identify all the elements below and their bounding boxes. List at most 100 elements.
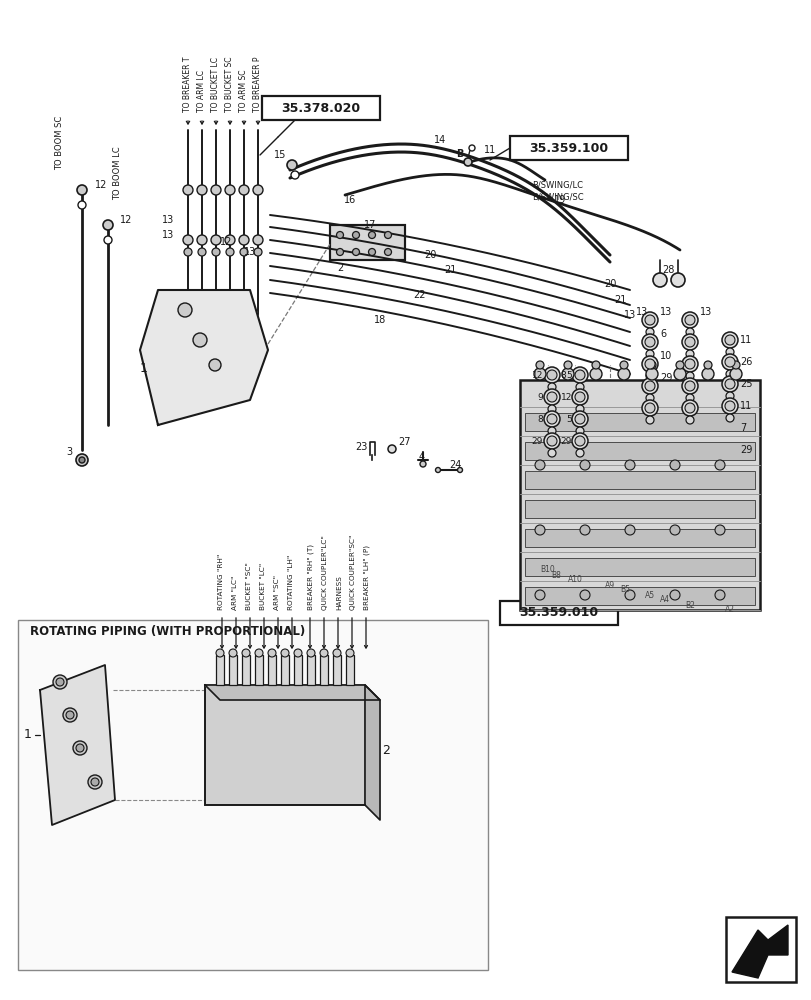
Text: 27: 27 <box>397 437 410 447</box>
Text: 13: 13 <box>635 307 647 317</box>
Circle shape <box>685 350 693 358</box>
Text: B8: B8 <box>551 570 560 580</box>
Circle shape <box>646 372 653 380</box>
Text: TO BOOM LC: TO BOOM LC <box>114 146 122 200</box>
Circle shape <box>714 525 724 535</box>
Circle shape <box>197 185 207 195</box>
Text: 22: 22 <box>414 290 426 300</box>
Text: TO ARM LC: TO ARM LC <box>197 70 206 112</box>
Text: 13: 13 <box>243 247 255 257</box>
Circle shape <box>534 525 544 535</box>
Circle shape <box>534 460 544 470</box>
Circle shape <box>547 392 556 402</box>
Bar <box>18 620 487 970</box>
Circle shape <box>543 389 560 405</box>
Circle shape <box>88 775 102 789</box>
Text: 14: 14 <box>433 135 445 145</box>
Text: ROTATING PIPING (WITH PROPORTIONAL): ROTATING PIPING (WITH PROPORTIONAL) <box>30 626 305 638</box>
Bar <box>333 655 341 685</box>
Bar <box>525 442 754 460</box>
Circle shape <box>435 468 440 473</box>
Circle shape <box>534 368 545 380</box>
Bar <box>525 587 754 605</box>
Circle shape <box>182 235 193 245</box>
Circle shape <box>66 711 74 719</box>
Bar <box>525 558 754 576</box>
Circle shape <box>684 381 694 391</box>
Text: 2: 2 <box>337 263 343 273</box>
Circle shape <box>561 368 573 380</box>
Text: 21: 21 <box>444 265 456 275</box>
Text: 1: 1 <box>140 361 148 374</box>
Polygon shape <box>365 685 380 820</box>
Circle shape <box>571 367 587 383</box>
Text: TO BREAKER T: TO BREAKER T <box>183 57 192 112</box>
Circle shape <box>253 235 263 245</box>
Circle shape <box>547 414 556 424</box>
Bar <box>268 655 276 685</box>
Circle shape <box>574 392 584 402</box>
Circle shape <box>56 678 64 686</box>
Text: 7: 7 <box>739 423 745 433</box>
Circle shape <box>647 361 655 369</box>
Text: 4: 4 <box>418 452 424 462</box>
Circle shape <box>684 315 694 325</box>
Circle shape <box>571 411 587 427</box>
Bar <box>229 655 237 685</box>
Text: 35.378.020: 35.378.020 <box>281 102 360 115</box>
Circle shape <box>703 361 711 369</box>
Circle shape <box>384 232 391 238</box>
Text: 16: 16 <box>343 195 356 205</box>
Text: 9: 9 <box>537 392 543 401</box>
Text: B: B <box>456 149 463 159</box>
Bar <box>525 471 754 489</box>
Bar <box>329 225 405 260</box>
Circle shape <box>724 357 734 367</box>
Circle shape <box>673 368 685 380</box>
Text: QUICK COUPLER"LC": QUICK COUPLER"LC" <box>322 535 328 610</box>
Circle shape <box>590 368 601 380</box>
Circle shape <box>368 232 375 238</box>
Text: 20: 20 <box>423 250 436 260</box>
Text: 29: 29 <box>659 373 672 383</box>
Text: 11: 11 <box>739 401 751 411</box>
Circle shape <box>685 394 693 402</box>
Circle shape <box>78 201 86 209</box>
Text: 35.359.010: 35.359.010 <box>519 606 598 619</box>
Circle shape <box>352 248 359 255</box>
Circle shape <box>676 361 683 369</box>
Circle shape <box>77 185 87 195</box>
Polygon shape <box>139 290 268 425</box>
Circle shape <box>574 436 584 446</box>
Circle shape <box>685 372 693 380</box>
Text: B5: B5 <box>620 585 629 594</box>
Text: BREAKER "LH" (P): BREAKER "LH" (P) <box>363 545 370 610</box>
Bar <box>525 413 754 431</box>
Circle shape <box>681 378 697 394</box>
Circle shape <box>198 248 206 256</box>
Circle shape <box>724 335 734 345</box>
Circle shape <box>463 158 471 166</box>
Text: 13: 13 <box>699 307 711 317</box>
Circle shape <box>281 649 289 657</box>
Circle shape <box>685 328 693 336</box>
Text: HARNESS: HARNESS <box>336 575 341 610</box>
Text: 13: 13 <box>161 215 174 225</box>
Circle shape <box>547 436 556 446</box>
Circle shape <box>644 359 654 369</box>
Circle shape <box>721 376 737 392</box>
Circle shape <box>721 354 737 370</box>
Circle shape <box>574 370 584 380</box>
Circle shape <box>646 416 653 424</box>
Bar <box>725 917 795 982</box>
Circle shape <box>571 389 587 405</box>
Circle shape <box>104 236 112 244</box>
Circle shape <box>419 461 426 467</box>
Bar <box>329 225 405 260</box>
Text: 12: 12 <box>95 180 107 190</box>
Text: A10: A10 <box>567 576 581 584</box>
Circle shape <box>721 332 737 348</box>
Circle shape <box>543 367 560 383</box>
Circle shape <box>642 334 657 350</box>
Text: 26: 26 <box>739 357 752 367</box>
